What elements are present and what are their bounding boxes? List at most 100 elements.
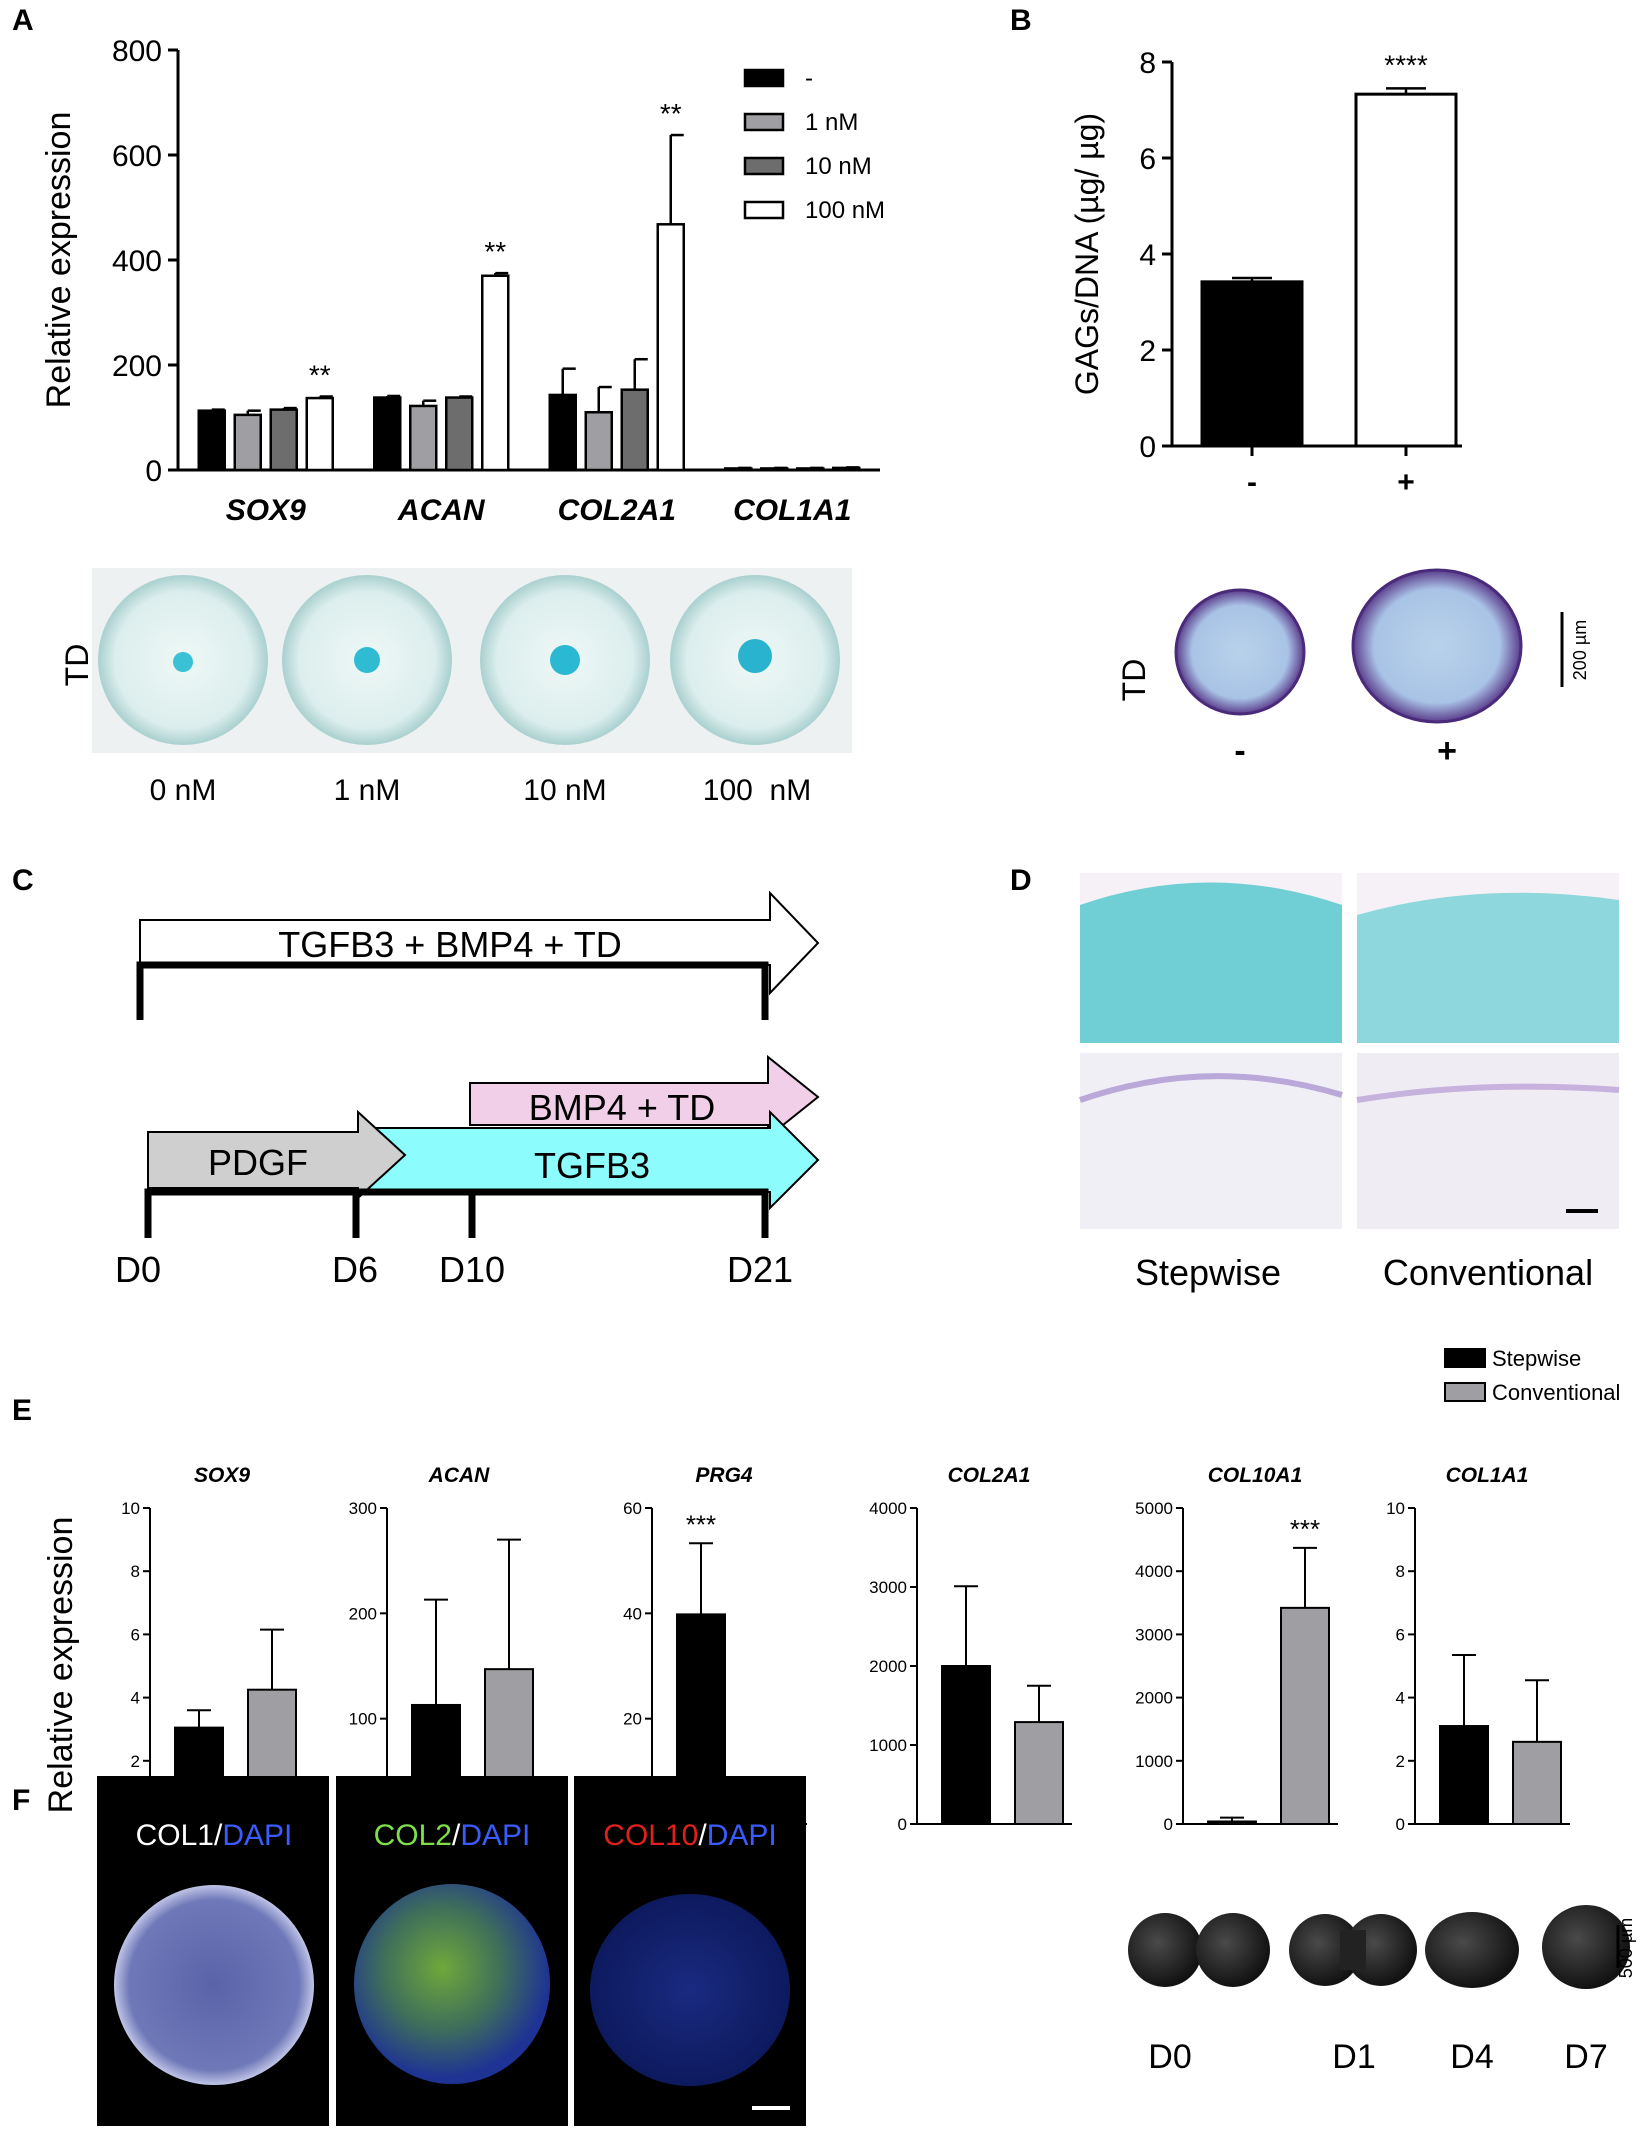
if-sep-col1: / (214, 1819, 223, 1852)
legend-label-e-stepwise: Stepwise (1492, 1346, 1581, 1371)
bar-e-col1a1-stepwise (1439, 1725, 1489, 1826)
well-label-0: 0 nM (150, 774, 217, 807)
if-stain-col1: COL1 (136, 1819, 214, 1852)
panel-d-histology (1079, 873, 1620, 1229)
scale-bar-g-label: 500 µm (1616, 1918, 1636, 1978)
arrow-gray-label: PDGF (208, 1142, 308, 1183)
y-tick-label-b: 8 (1139, 47, 1156, 80)
y-tick-label-e: 8 (1396, 1562, 1405, 1581)
bar-e-col10a1-conventional (1280, 1606, 1330, 1825)
panel-letter-f: F (12, 1784, 30, 1817)
histology-he-stepwise-edge (1079, 1073, 1343, 1103)
fusion-label-d7: D7 (1564, 2038, 1607, 2076)
if-stain-col10: COL10 (603, 1819, 698, 1852)
significance-a-col2a1: ** (660, 98, 682, 129)
subplot-e-col2a1: 0 1000 2000 3000 4000 COL2A1 (869, 1464, 1072, 1834)
x-tick-label-b-minus: + (1397, 466, 1415, 499)
histology-label-minus: - (1234, 732, 1245, 770)
well-label-1: 1 nM (334, 774, 401, 807)
y-tick-label-a: 600 (112, 140, 162, 173)
if-sep-col2: / (452, 1819, 461, 1852)
pellet-plus (1351, 568, 1523, 724)
panel-b-row-label: TD (1116, 659, 1152, 702)
y-tick-label-e: 0 (1164, 1815, 1173, 1834)
bar-a-sox9-10-nm (269, 408, 298, 472)
bar-e-col10a1-stepwise (1207, 1820, 1257, 1826)
y-tick-label-a: 200 (112, 350, 162, 383)
bar-b-minus (1354, 92, 1458, 448)
panel-f-images (97, 1776, 806, 2126)
timeline-top (136, 961, 769, 1020)
y-tick-label-e: 2 (1396, 1752, 1405, 1771)
bar-a-acan-1-nm (409, 404, 438, 472)
if-label-col1: COL1/DAPI (136, 1819, 293, 1852)
bar-e-col2a1-conventional (1014, 1721, 1064, 1825)
bar-a-col1a1-10-nm (796, 467, 825, 472)
y-tick-label-e: 300 (349, 1499, 377, 1518)
y-tick-label-b: 0 (1139, 431, 1156, 464)
legend-label-a-10-nm: 10 nM (805, 153, 872, 180)
well-label-2: 10 nM (523, 774, 606, 807)
category-label-a-sox9: SOX9 (226, 494, 306, 527)
histology-label-stepwise: Stepwise (1135, 1252, 1281, 1293)
fusion-label-d1: D1 (1332, 2038, 1375, 2076)
bar-a-col1a1-100-nm (832, 466, 861, 472)
significance-b: **** (1384, 49, 1428, 80)
subplot-title-e-col1a1: COL1A1 (1446, 1464, 1529, 1487)
legend-swatch-a-minus (743, 68, 785, 88)
y-tick-label-e: 6 (1396, 1625, 1405, 1644)
y-tick-label-e: 0 (898, 1815, 907, 1834)
y-tick-label-e: 4000 (869, 1499, 907, 1518)
day-label-d10: D10 (439, 1249, 505, 1290)
legend-label-a-minus: - (805, 65, 813, 92)
if-nuc-col10: DAPI (707, 1819, 777, 1852)
y-tick-label-b: 6 (1139, 143, 1156, 176)
day-label-d6: D6 (332, 1249, 378, 1290)
histology-he-conventional (1357, 1053, 1619, 1229)
y-axis-title-a: Relative expression (40, 112, 78, 409)
y-tick-label-e: 4 (131, 1689, 140, 1708)
y-tick-label-e: 4000 (1135, 1562, 1173, 1581)
y-tick-label-e: 10 (121, 1499, 140, 1518)
y-tick-label-e: 3000 (869, 1578, 907, 1597)
arrow-cyan-label: TGFB3 (534, 1145, 650, 1186)
category-label-a-col1a1: COL1A1 (733, 494, 851, 527)
if-label-col2: COL2/DAPI (374, 1819, 531, 1852)
arrow-top-label: TGFB3 + BMP4 + TD (278, 924, 621, 965)
timeline-bottom (144, 1188, 769, 1238)
bar-a-sox9-minus (197, 409, 226, 472)
y-tick-label-a: 400 (112, 245, 162, 278)
bar-a-col1a1-minus (724, 467, 753, 472)
panel-letter-b: B (1010, 4, 1032, 37)
spheroid-d7 (1542, 1905, 1630, 1989)
if-stain-col2: COL2 (374, 1819, 452, 1852)
y-tick-label-e: 1000 (869, 1736, 907, 1755)
bar-a-acan-minus (373, 396, 402, 472)
scale-bar-b-label: 200 µm (1570, 620, 1590, 680)
legend-swatch-a-10-nm (743, 156, 785, 176)
y-tick-label-a: 800 (112, 35, 162, 68)
y-tick-label-e: 1000 (1135, 1752, 1173, 1771)
histology-alcian-stepwise-edge (1080, 873, 1342, 905)
if-disc-col10 (590, 1894, 790, 2086)
pellet-minus (1174, 588, 1306, 716)
legend-label-a-100-nm: 100 nM (805, 197, 885, 224)
category-label-a-col2a1: COL2A1 (558, 494, 676, 527)
bar-e-col1a1-conventional (1512, 1740, 1562, 1825)
spheroid-d0-right (1196, 1913, 1270, 1987)
day-label-d0: D0 (115, 1249, 161, 1290)
bar-a-acan-10-nm (445, 396, 474, 472)
panel-g-images (1128, 1905, 1630, 1989)
histology-label-conventional: Conventional (1383, 1252, 1593, 1293)
subplot-e-col10a1: 0 1000 2000 3000 4000 5000 COL10A1 *** (1135, 1464, 1338, 1834)
legend-swatch-e-conventional (1444, 1382, 1486, 1402)
significance-e-prg4: *** (686, 1509, 716, 1539)
panel-letter-d: D (1010, 864, 1032, 897)
subplot-title-e-sox9: SOX9 (194, 1464, 250, 1487)
bar-a-sox9-1-nm (233, 413, 262, 472)
arrow-gray (147, 1109, 407, 1201)
histology-alcian-conventional-edge (1357, 873, 1619, 915)
y-tick-label-e: 3000 (1135, 1625, 1173, 1644)
